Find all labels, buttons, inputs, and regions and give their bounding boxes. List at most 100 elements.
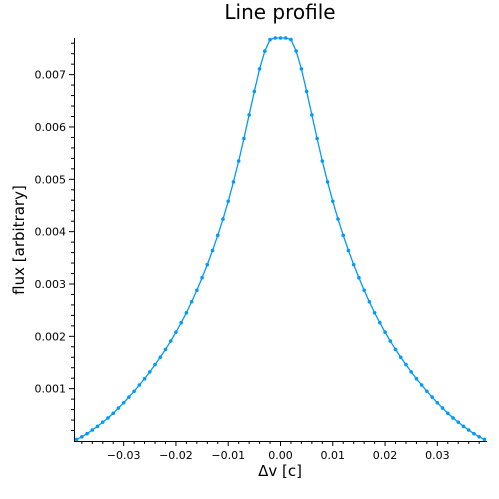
data-point [221, 217, 225, 221]
data-point [383, 330, 387, 334]
data-point [367, 299, 372, 304]
x-axis-label: Δv [c] [258, 462, 302, 480]
data-point [456, 420, 461, 424]
data-point [414, 376, 419, 381]
data-point [137, 383, 142, 387]
data-point [388, 339, 393, 343]
y-tick-label: 0.003 [35, 278, 67, 291]
data-point [341, 233, 346, 238]
data-point [247, 113, 251, 117]
series-line [76, 37, 485, 441]
x-tick-label: 0.03 [425, 449, 450, 462]
data-point [466, 428, 471, 432]
data-point [346, 248, 351, 253]
data-point [158, 355, 163, 360]
data-point [393, 347, 398, 352]
data-point [153, 362, 157, 367]
data-point [299, 67, 304, 71]
data-point [263, 49, 267, 53]
x-tick-label: −0.02 [159, 449, 193, 462]
data-point [357, 275, 361, 280]
data-point [451, 416, 455, 420]
y-axis-label: flux [arbitrary] [10, 185, 28, 295]
data-point [472, 431, 476, 436]
x-axis-ticks: −0.03 −0.02 −0.01 0.00 0.01 0.02 0.03 [81, 441, 480, 462]
y-tick-label: 0.005 [35, 173, 67, 186]
data-point [294, 49, 298, 53]
y-axis-ticks: 0.001 0.002 0.003 0.004 0.005 0.006 0.007 [35, 42, 74, 432]
data-point [398, 355, 403, 360]
data-point [174, 330, 178, 334]
data-point [320, 159, 325, 163]
data-point [257, 67, 262, 71]
data-point [445, 411, 450, 416]
data-point [336, 217, 340, 221]
data-point [404, 362, 408, 367]
data-point [273, 36, 278, 40]
data-point [184, 310, 189, 315]
data-point [189, 299, 194, 304]
data-point [419, 383, 424, 387]
data-point [195, 288, 199, 293]
data-point [362, 288, 366, 293]
data-point [179, 320, 183, 325]
data-point [168, 339, 173, 343]
x-tick-label: 0.01 [321, 449, 346, 462]
data-point [111, 411, 116, 416]
data-point [142, 376, 147, 381]
data-point [95, 424, 100, 429]
data-point [236, 159, 241, 163]
data-point [85, 431, 89, 436]
y-tick-label: 0.007 [35, 69, 67, 82]
data-point [435, 400, 440, 405]
data-point [80, 435, 84, 439]
data-point [163, 347, 168, 352]
data-point [289, 37, 293, 42]
data-point [482, 437, 487, 442]
x-tick-label: 0.02 [373, 449, 398, 462]
data-point [148, 370, 152, 374]
data-point [304, 89, 309, 94]
x-tick-label: 0.00 [268, 449, 293, 462]
data-point [252, 89, 257, 94]
data-point [121, 400, 126, 405]
data-point [242, 136, 246, 141]
data-point [351, 262, 356, 267]
data-point [215, 233, 220, 238]
data-point [100, 420, 105, 424]
data-point [90, 428, 95, 432]
data-point [310, 113, 314, 117]
data-point [409, 370, 413, 374]
data-point [283, 36, 288, 40]
data-point [440, 406, 445, 410]
y-tick-label: 0.001 [35, 383, 67, 396]
data-point [461, 424, 466, 429]
y-tick-label: 0.004 [35, 226, 67, 239]
x-tick-label: −0.01 [211, 449, 245, 462]
data-point [210, 248, 215, 253]
data-point [231, 180, 236, 184]
data-point [132, 389, 136, 394]
data-point [106, 416, 110, 420]
data-point [116, 406, 121, 410]
data-point [200, 275, 204, 280]
x-tick-label: −0.03 [107, 449, 141, 462]
plot-area [74, 36, 487, 442]
data-point [477, 435, 481, 439]
data-point [226, 199, 231, 204]
y-tick-label: 0.006 [35, 121, 67, 134]
data-point [74, 437, 79, 442]
data-point [430, 395, 434, 399]
data-point [330, 199, 335, 204]
data-point [205, 262, 210, 267]
y-tick-label: 0.002 [35, 330, 67, 343]
chart-title: Line profile [224, 0, 335, 24]
data-point [372, 310, 377, 315]
data-point [315, 136, 319, 141]
data-point [268, 37, 272, 42]
data-point [378, 320, 382, 325]
data-point [425, 389, 429, 394]
data-point [278, 36, 283, 40]
data-point [325, 180, 330, 184]
